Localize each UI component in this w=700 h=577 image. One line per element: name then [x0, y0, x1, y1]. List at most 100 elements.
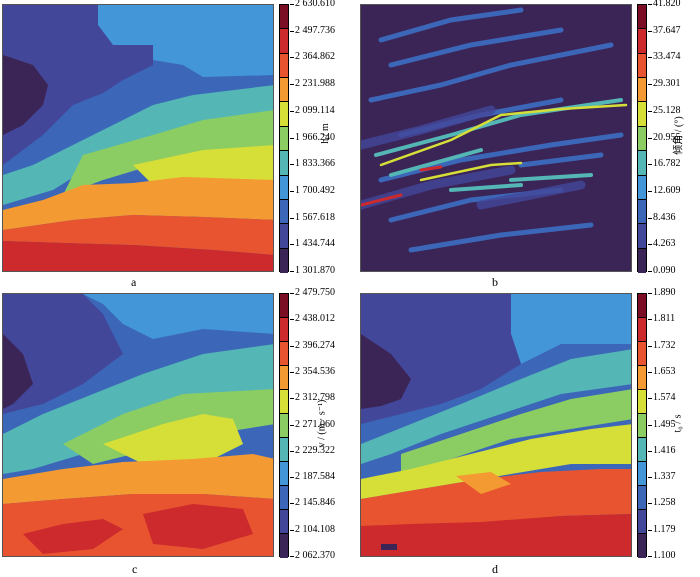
colorbar-segment [638, 102, 646, 127]
colorbar-segment [638, 151, 646, 176]
colorbar-tick-label: 2 099.114 [290, 104, 335, 116]
colorbar-segment [280, 126, 288, 152]
colorbar-tick-label: 2 062.370 [290, 550, 335, 561]
colorbar-tick-label: 12.609 [648, 184, 681, 196]
colorbar-tick-label: 1.258 [648, 497, 676, 509]
colorbar-tick-label: 2 145.846 [290, 497, 335, 509]
colorbar-tick-label: 2 271.060 [290, 418, 335, 430]
colorbar-segment [280, 29, 288, 54]
colorbar-segment [638, 199, 646, 225]
colorbar-segment [280, 534, 288, 558]
colorbar-segment [280, 342, 288, 366]
panel-a-label: a [131, 275, 137, 289]
colorbar-segment [638, 53, 646, 79]
colorbar-tick-label: 2 630.610 [290, 0, 335, 9]
colorbar-d [637, 293, 647, 558]
colorbar-segment [638, 414, 646, 438]
colorbar-segment [638, 78, 646, 103]
heatmap-b [361, 5, 631, 271]
colorbar-tick-label: 2 187.584 [290, 471, 335, 483]
colorbar-segment [280, 151, 288, 176]
colorbar-tick-label: 2 364.862 [290, 51, 335, 63]
colorbar-tick-label: 1.495 [648, 418, 676, 430]
colorbar-tick-label: 1.732 [648, 339, 676, 351]
colorbar-segment [638, 248, 646, 273]
colorbar-a-label: h / m [319, 123, 331, 144]
colorbar-tick-label: 1 966.240 [290, 131, 335, 143]
heatmap-a [3, 5, 273, 271]
colorbar-segment [638, 29, 646, 54]
colorbar-segment [638, 366, 646, 390]
colorbar-d-label: t₀ / s [672, 414, 684, 433]
colorbar-segment [280, 294, 288, 318]
colorbar-tick-label: 2 479.750 [290, 287, 335, 298]
map-a [2, 4, 274, 272]
colorbar-tick-label: 1.890 [648, 287, 676, 298]
colorbar-tick-label: 25.128 [648, 104, 681, 116]
colorbar-b [637, 4, 647, 273]
map-c [2, 293, 274, 557]
colorbar-tick-label: 1 700.492 [290, 184, 335, 196]
colorbar-segment [280, 248, 288, 273]
colorbar-tick-label: 2 438.012 [290, 313, 335, 325]
colorbar-segment [280, 486, 288, 510]
colorbar-tick-label: 37.647 [648, 24, 681, 36]
colorbar-tick-label: 1.100 [648, 550, 676, 561]
colorbar-segment [638, 342, 646, 366]
colorbar-tick-label: 2 104.108 [290, 523, 335, 535]
colorbar-segment [638, 486, 646, 510]
colorbar-a [279, 4, 289, 273]
colorbar-segment [280, 175, 288, 200]
colorbar-segment [280, 462, 288, 486]
colorbar-segment [638, 175, 646, 200]
colorbar-tick-label: 1 434.744 [290, 238, 335, 250]
colorbar-segment [638, 294, 646, 318]
map-d [360, 293, 632, 557]
colorbar-tick-label: 20.955 [648, 131, 681, 143]
map-b [360, 4, 632, 272]
colorbar-tick-label: 4.263 [648, 238, 676, 250]
colorbar-segment [280, 366, 288, 390]
colorbar-tick-label: 1.811 [647, 313, 676, 325]
colorbar-segment [638, 510, 646, 534]
colorbar-segment [638, 390, 646, 414]
colorbar-tick-label: 16.782 [648, 158, 681, 170]
colorbar-segment [638, 318, 646, 342]
colorbar-tick-label: 1.179 [648, 523, 676, 535]
colorbar-segment [638, 224, 646, 249]
colorbar-segment [280, 53, 288, 79]
colorbar-tick-label: 33.474 [648, 51, 681, 63]
heatmap-c [3, 294, 273, 556]
colorbar-segment [638, 126, 646, 152]
colorbar-tick-label: 1 567.618 [290, 211, 335, 223]
colorbar-segment [280, 510, 288, 534]
panel-d-label: d [492, 562, 498, 576]
colorbar-tick-label: 2 354.536 [290, 365, 335, 377]
colorbar-tick-label: 0.090 [648, 265, 676, 276]
colorbar-segment [280, 438, 288, 462]
colorbar-segment [280, 199, 288, 225]
colorbar-tick-label: 2 231.988 [290, 78, 335, 90]
colorbar-tick-label: 29.301 [648, 78, 681, 90]
colorbar-segment [638, 534, 646, 558]
colorbar-tick-label: 1.337 [648, 471, 676, 483]
colorbar-segment [638, 5, 646, 30]
colorbar-c [279, 293, 289, 558]
colorbar-b-label: 倾角 / (°) [673, 116, 685, 155]
colorbar-segment [280, 102, 288, 127]
colorbar-tick-label: 1.574 [648, 392, 676, 404]
colorbar-tick-label: 1.416 [648, 444, 676, 456]
colorbar-segment [280, 5, 288, 30]
panel-c-label: c [132, 562, 138, 576]
colorbar-segment [280, 78, 288, 103]
colorbar-tick-label: 1.653 [648, 365, 676, 377]
colorbar-tick-label: 41.820 [648, 0, 681, 9]
colorbar-segment [280, 224, 288, 249]
heatmap-d [361, 294, 631, 556]
colorbar-tick-label: 2 229.322 [290, 444, 335, 456]
colorbar-segment [280, 318, 288, 342]
colorbar-c-label: v / (m · s⁻¹) [316, 399, 328, 448]
colorbar-segment [280, 414, 288, 438]
panel-b-label: b [492, 275, 498, 289]
colorbar-tick-label: 2 497.736 [290, 24, 335, 36]
